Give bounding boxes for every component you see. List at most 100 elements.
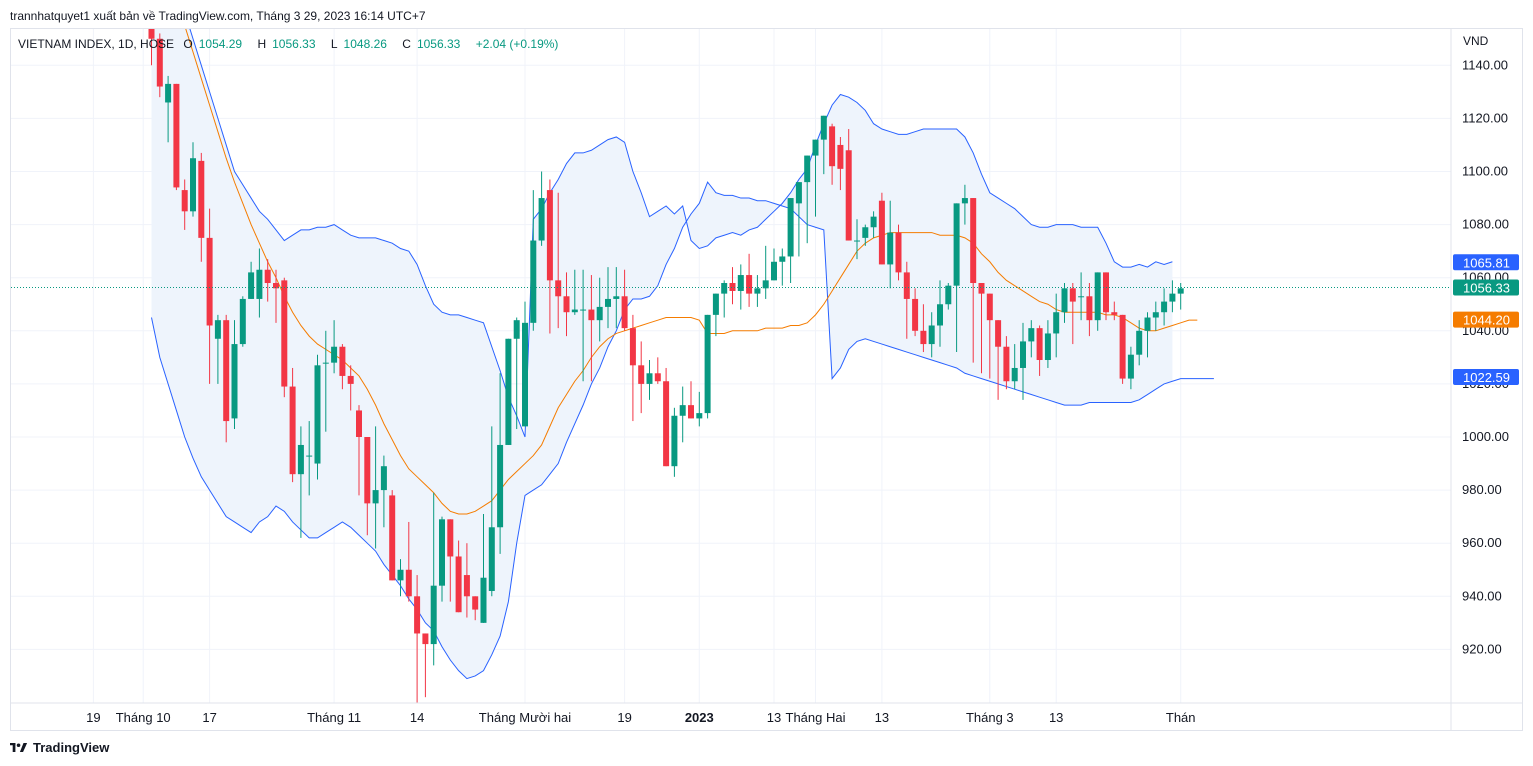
candle-body: [712, 293, 719, 315]
candle: [530, 190, 537, 331]
candle-body: [530, 240, 537, 323]
candle-body: [613, 296, 620, 299]
candle-body: [729, 283, 736, 291]
price-tick-label: 920.00: [1462, 641, 1502, 656]
candle-body: [372, 490, 379, 504]
candle-body: [779, 256, 786, 262]
candle-body: [497, 444, 504, 528]
candle: [663, 367, 670, 467]
candle: [1136, 320, 1143, 366]
tradingview-logo[interactable]: TradingView: [10, 740, 109, 755]
candle-body: [339, 346, 346, 376]
candle: [198, 152, 205, 262]
candle-body: [273, 283, 279, 289]
candle: [264, 259, 271, 302]
candle: [605, 267, 611, 329]
candle: [837, 136, 844, 191]
candle: [1144, 312, 1151, 358]
candle-body: [1078, 296, 1085, 298]
candle-body: [563, 296, 570, 313]
candle: [322, 330, 329, 432]
candle: [779, 248, 786, 286]
candle: [439, 516, 445, 602]
change-value: +2.04 (+0.19%): [475, 37, 559, 51]
candle: [214, 314, 221, 384]
candle-body: [198, 160, 205, 238]
candle-body: [356, 410, 362, 437]
candle-body: [231, 344, 238, 419]
price-tag-bg: [1453, 369, 1519, 386]
candle-body: [1020, 341, 1026, 368]
candle: [746, 253, 753, 307]
candle-body: [1011, 367, 1018, 382]
candle: [488, 426, 495, 597]
candle-body: [854, 240, 860, 242]
high-label: H: [257, 37, 267, 51]
candle-body: [463, 575, 470, 597]
candle: [1161, 288, 1168, 326]
candle-body: [688, 405, 694, 419]
candle: [621, 269, 628, 331]
candle-body: [878, 200, 885, 265]
candle-body: [1177, 288, 1184, 294]
candle-body: [829, 126, 836, 167]
candle-body: [646, 373, 653, 384]
candle-body: [812, 139, 819, 156]
candle-body: [165, 83, 172, 103]
candle: [1111, 301, 1118, 321]
candle-body: [945, 285, 952, 305]
candle: [812, 139, 819, 217]
candle-body: [771, 261, 777, 281]
candle: [165, 75, 172, 143]
candle: [1069, 283, 1076, 345]
candle: [206, 208, 213, 384]
candle: [580, 269, 587, 382]
candle-body: [1053, 312, 1060, 334]
time-tick-label: Tháng Mười hai: [479, 710, 571, 725]
bollinger-lower-line: [151, 181, 1214, 680]
candle: [1003, 336, 1010, 390]
candle-body: [538, 198, 545, 241]
candle-body: [190, 158, 196, 212]
candle-body: [405, 569, 412, 597]
candle: [364, 437, 371, 536]
candle-body: [1044, 333, 1051, 361]
candle-body: [1119, 314, 1126, 379]
candle-body: [239, 298, 246, 345]
candle: [546, 179, 553, 334]
candle-body: [472, 596, 479, 610]
candle: [970, 198, 977, 363]
candle: [937, 280, 943, 347]
candle-body: [322, 362, 329, 364]
candle-body: [522, 322, 528, 427]
candle: [845, 129, 852, 241]
candle: [1078, 272, 1085, 321]
candle-body: [181, 190, 188, 212]
candle-body: [439, 519, 445, 586]
price-tag: 1044.20: [1453, 311, 1519, 328]
candle: [613, 267, 620, 329]
candle-body: [580, 309, 587, 311]
time-tick-label: 13: [1049, 710, 1063, 725]
candle-body: [1103, 272, 1109, 313]
candle-body: [1169, 293, 1176, 302]
candle-body: [837, 144, 844, 169]
candle: [754, 275, 761, 307]
candle: [190, 142, 196, 217]
candle: [903, 261, 910, 339]
time-tick-label: Thán: [1166, 710, 1196, 725]
candle-body: [513, 320, 520, 339]
candle: [887, 200, 894, 289]
candle-body: [505, 338, 512, 445]
candle: [995, 320, 1002, 400]
time-tick-label: 19: [617, 710, 631, 725]
candle: [156, 33, 163, 98]
price-tag: 1022.59: [1453, 369, 1519, 386]
candle-body: [721, 283, 728, 294]
price-tick-label: 960.00: [1462, 535, 1502, 550]
symbol-name[interactable]: VIETNAM INDEX, 1D, HOSE: [18, 37, 175, 51]
candle-body: [156, 38, 163, 87]
candle-body: [1028, 328, 1035, 342]
time-tick-label: Tháng Hai: [786, 710, 846, 725]
